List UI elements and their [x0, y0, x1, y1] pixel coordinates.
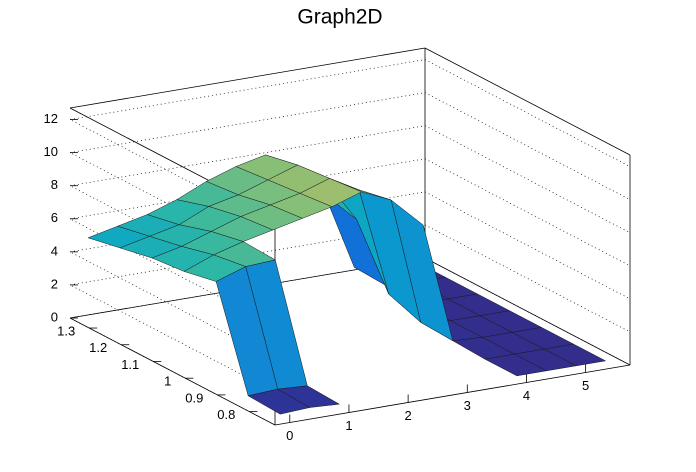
- y-axis: [69, 317, 276, 426]
- x-tick-label: 0: [286, 428, 293, 443]
- grid-line: [69, 185, 276, 294]
- chart-title: Graph2D: [297, 6, 382, 29]
- grid-line: [424, 125, 631, 234]
- y-tick-label: 0.8: [217, 407, 235, 422]
- x-tick-label: 1: [345, 418, 352, 433]
- z-tick-label: 0: [51, 309, 58, 324]
- x-axis: [274, 364, 631, 426]
- z-tick-label: 8: [51, 177, 58, 192]
- y-tick-label: 1.1: [121, 357, 139, 372]
- grid-line: [69, 152, 276, 260]
- grid-line: [424, 191, 631, 300]
- y-tick-label: 0.9: [185, 390, 203, 405]
- y-tick-label: 1.3: [57, 323, 75, 338]
- box-edge: [69, 47, 426, 109]
- y-tick-label: 1: [164, 374, 171, 389]
- z-tick-label: 4: [51, 243, 58, 258]
- z-tick-label: 6: [51, 210, 58, 225]
- x-tick-label: 3: [464, 398, 471, 413]
- grid-line: [424, 158, 631, 267]
- grid-line: [69, 251, 276, 360]
- z-tick-label: 2: [51, 276, 58, 291]
- surface-cell: [247, 388, 311, 415]
- grid-line: [424, 257, 631, 366]
- grid-line: [424, 224, 631, 333]
- grid-line: [69, 125, 426, 187]
- z-tick-label: 12: [44, 111, 58, 126]
- grid-line: [424, 92, 631, 200]
- box-edge: [424, 47, 631, 156]
- x-tick-label: 4: [523, 388, 530, 403]
- grid-line: [69, 284, 276, 393]
- x-tick-label: 2: [405, 408, 412, 423]
- grid-line: [69, 119, 276, 227]
- grid-line: [69, 92, 426, 153]
- grid-line: [424, 59, 631, 167]
- y-tick-label: 1.2: [89, 340, 107, 355]
- x-tick-label: 5: [582, 378, 589, 393]
- z-tick-label: 10: [44, 144, 58, 159]
- surface-cell: [484, 353, 548, 377]
- surface-cell: [390, 199, 454, 342]
- grid-line: [69, 59, 426, 120]
